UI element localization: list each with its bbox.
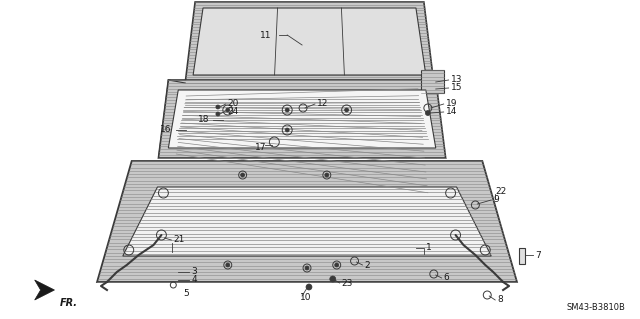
Text: 18: 18 — [198, 115, 209, 124]
Text: FR.: FR. — [60, 298, 77, 308]
Text: 14: 14 — [445, 108, 457, 116]
Text: 1: 1 — [426, 243, 431, 253]
Polygon shape — [159, 80, 445, 158]
Text: 13: 13 — [451, 76, 462, 85]
Polygon shape — [193, 8, 426, 75]
Text: 15: 15 — [451, 84, 462, 93]
Text: 23: 23 — [342, 278, 353, 287]
Circle shape — [335, 263, 339, 267]
Circle shape — [306, 284, 312, 290]
Text: 8: 8 — [497, 295, 503, 305]
Circle shape — [216, 112, 220, 116]
Polygon shape — [168, 90, 436, 148]
Text: 21: 21 — [173, 235, 185, 244]
Text: 3: 3 — [191, 268, 197, 277]
Circle shape — [426, 110, 430, 115]
Circle shape — [226, 263, 230, 267]
Text: 24: 24 — [228, 107, 239, 115]
Text: 4: 4 — [191, 276, 196, 285]
Text: 20: 20 — [228, 100, 239, 108]
Polygon shape — [421, 70, 444, 93]
Polygon shape — [185, 2, 434, 83]
Polygon shape — [123, 187, 492, 256]
Text: 5: 5 — [183, 290, 189, 299]
Polygon shape — [159, 80, 185, 158]
Polygon shape — [97, 161, 517, 282]
Text: 2: 2 — [364, 261, 370, 270]
Polygon shape — [519, 248, 525, 264]
Text: 11: 11 — [259, 31, 271, 40]
Circle shape — [325, 173, 329, 177]
Text: 17: 17 — [255, 143, 266, 152]
Text: 7: 7 — [535, 250, 541, 259]
Circle shape — [285, 108, 289, 112]
Circle shape — [305, 266, 309, 270]
Circle shape — [330, 276, 336, 282]
Text: 9: 9 — [493, 196, 499, 204]
Text: 10: 10 — [300, 293, 312, 302]
Text: 19: 19 — [445, 100, 457, 108]
Polygon shape — [35, 280, 54, 300]
Text: SM43-B3810B: SM43-B3810B — [566, 303, 625, 312]
Circle shape — [241, 173, 244, 177]
Text: 22: 22 — [495, 188, 506, 197]
Text: 6: 6 — [444, 273, 449, 283]
Text: 16: 16 — [161, 125, 172, 135]
Circle shape — [345, 108, 349, 112]
Circle shape — [216, 105, 220, 109]
Circle shape — [226, 108, 230, 112]
Text: 12: 12 — [317, 100, 328, 108]
Circle shape — [285, 128, 289, 132]
